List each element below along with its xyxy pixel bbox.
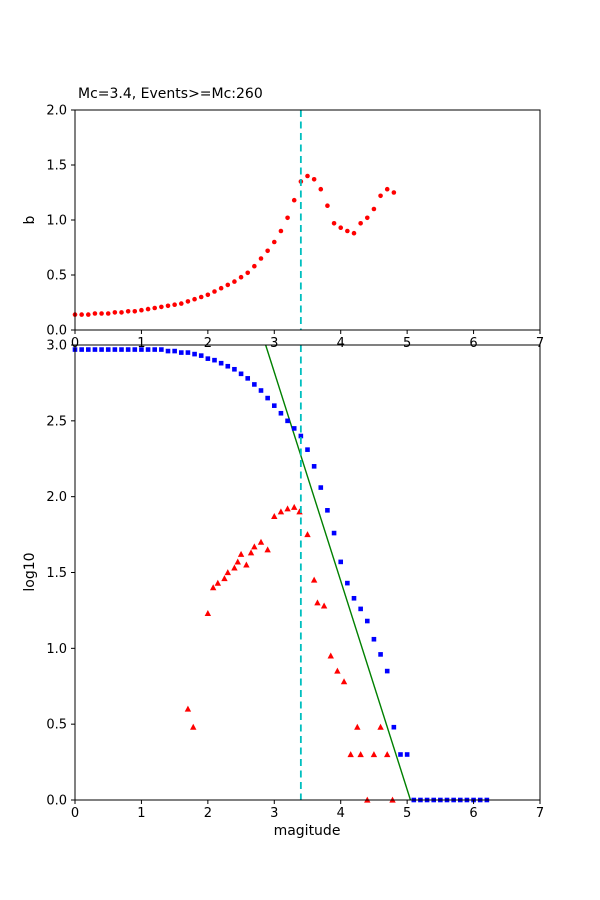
svg-text:1.0: 1.0 <box>46 214 67 229</box>
svg-text:2.0: 2.0 <box>46 104 67 119</box>
svg-text:7: 7 <box>536 336 544 351</box>
chart-title: Mc=3.4, Events>=Mc:260 <box>78 86 263 102</box>
svg-text:4: 4 <box>337 806 345 821</box>
svg-text:5: 5 <box>403 336 411 351</box>
svg-text:1.0: 1.0 <box>46 642 67 657</box>
svg-text:6: 6 <box>469 806 477 821</box>
svg-text:0.0: 0.0 <box>46 324 67 339</box>
svg-text:6: 6 <box>469 336 477 351</box>
svg-text:0.5: 0.5 <box>46 718 67 733</box>
svg-text:0.0: 0.0 <box>46 794 67 809</box>
svg-text:3: 3 <box>270 336 278 351</box>
svg-text:0.5: 0.5 <box>46 269 67 284</box>
svg-text:0: 0 <box>71 806 79 821</box>
bottom-x-axis-label: magitude <box>273 823 341 839</box>
svg-text:2: 2 <box>204 336 212 351</box>
svg-text:3.0: 3.0 <box>46 339 67 354</box>
svg-text:0: 0 <box>71 336 79 351</box>
svg-text:1.5: 1.5 <box>46 159 67 174</box>
svg-text:4: 4 <box>337 336 345 351</box>
svg-text:5: 5 <box>403 806 411 821</box>
svg-text:1.5: 1.5 <box>46 566 67 581</box>
svg-text:7: 7 <box>536 806 544 821</box>
svg-text:2: 2 <box>204 806 212 821</box>
svg-text:1: 1 <box>137 336 145 351</box>
svg-text:1: 1 <box>137 806 145 821</box>
svg-text:2.0: 2.0 <box>46 490 67 505</box>
svg-text:3: 3 <box>270 806 278 821</box>
svg-text:2.5: 2.5 <box>46 414 67 429</box>
